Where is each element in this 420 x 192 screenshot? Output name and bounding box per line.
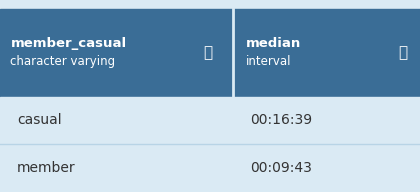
Text: interval: interval <box>246 55 291 68</box>
Bar <box>0 0 420 9</box>
Bar <box>0 9 233 97</box>
Bar <box>233 9 420 97</box>
Bar <box>0 97 420 144</box>
Text: 00:09:43: 00:09:43 <box>250 161 312 175</box>
Text: 🔒: 🔒 <box>399 45 408 60</box>
Text: median: median <box>246 37 301 50</box>
Text: member: member <box>17 161 76 175</box>
Bar <box>0 144 420 191</box>
Text: 🔒: 🔒 <box>203 45 213 60</box>
Text: character varying: character varying <box>10 55 116 68</box>
Text: member_casual: member_casual <box>10 37 126 50</box>
Text: 00:16:39: 00:16:39 <box>250 113 312 127</box>
Text: casual: casual <box>17 113 61 127</box>
